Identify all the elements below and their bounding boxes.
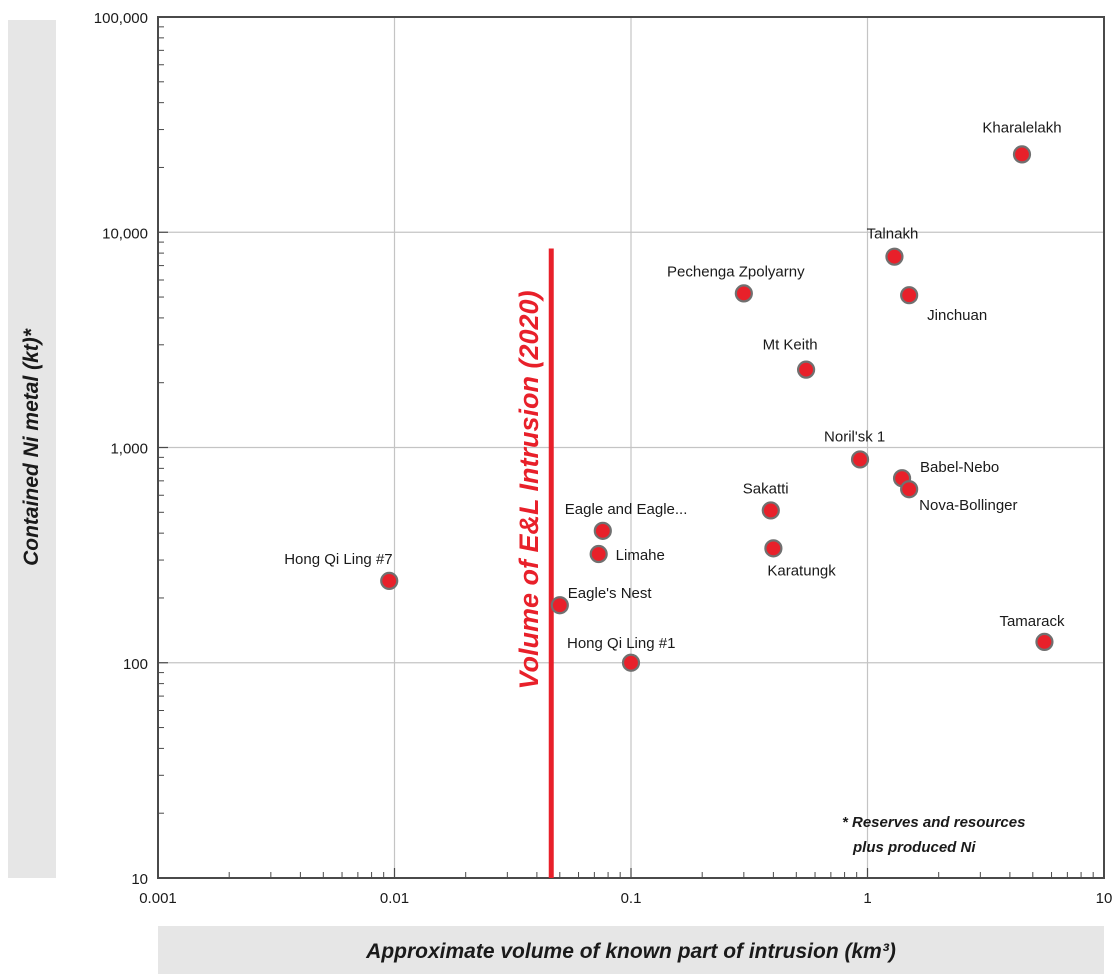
data-point-marker	[764, 539, 783, 558]
y-tick-label: 10	[131, 871, 148, 888]
x-tick-label: 1	[863, 890, 871, 907]
plot-frame	[157, 16, 1105, 879]
data-point-label: Limahe	[616, 547, 665, 564]
y-tick-labels: 10 100 1,000 10,000 100,000	[94, 10, 148, 888]
x-tick-label: 0.01	[380, 890, 409, 907]
data-point-label: Eagle and Eagle...	[565, 501, 688, 518]
data-point-label: Noril'sk 1	[824, 428, 885, 445]
data-point-marker	[900, 286, 919, 305]
data-point-marker	[900, 480, 919, 499]
data-point-marker	[1035, 632, 1054, 651]
data-point-label: Jinchuan	[927, 307, 987, 324]
data-point-marker	[796, 360, 816, 379]
data-point-label: Karatungk	[767, 562, 836, 579]
y-tick-label: 1,000	[110, 441, 148, 458]
data-point-label: Kharalelakh	[982, 119, 1061, 136]
x-axis-title: Approximate volume of known part of intr…	[365, 940, 896, 963]
y-tick-label: 100	[123, 656, 148, 673]
data-point-marker	[734, 284, 753, 303]
data-points: Kharalelakh Talnakh Jinchuan Pechenga Zpoly…	[284, 119, 1065, 672]
data-point-label: Talnakh	[867, 226, 919, 243]
data-point-marker	[1012, 145, 1032, 164]
data-point-marker	[593, 521, 612, 540]
data-point-marker	[621, 653, 641, 672]
data-point-marker	[380, 571, 399, 591]
data-point-label: Pechenga Zpolyarny	[667, 263, 805, 280]
data-point-label: Mt Keith	[763, 337, 818, 354]
data-point-label: Hong Qi Ling #7	[284, 551, 392, 568]
y-tick-label: 100,000	[94, 10, 148, 27]
y-axis-title-background	[8, 20, 56, 878]
x-tick-label: 0.1	[621, 890, 642, 907]
e-and-l-volume-line-label: Volume of E&L Intrusion (2020)	[514, 290, 544, 689]
x-tick-label: 0.001	[139, 890, 177, 907]
data-point-marker	[550, 596, 569, 615]
grid	[158, 17, 1104, 878]
data-point-marker	[885, 247, 904, 266]
y-tick-label: 10,000	[102, 225, 148, 242]
data-point-label: Eagle's Nest	[568, 585, 653, 602]
x-tick-label: 10	[1096, 890, 1113, 907]
y-axis-title: Contained Ni metal (kt)*	[20, 328, 43, 566]
x-axis-title-background	[158, 926, 1104, 974]
data-point-label: Nova-Bollinger	[919, 497, 1017, 514]
data-point-label: Hong Qi Ling #1	[567, 635, 675, 652]
data-point-marker	[850, 450, 870, 469]
data-point-label: Tamarack	[999, 613, 1065, 630]
footnote-line-2: plus produced Ni	[852, 839, 976, 856]
data-point-marker	[589, 544, 608, 564]
data-point-label: Babel-Nebo	[920, 459, 999, 476]
footnote-line-1: * Reserves and resources	[842, 814, 1025, 831]
x-tick-labels: 0.001 0.01 0.1 1 10	[139, 890, 1112, 907]
data-point-marker	[761, 501, 780, 520]
data-point-label: Sakatti	[743, 480, 789, 497]
